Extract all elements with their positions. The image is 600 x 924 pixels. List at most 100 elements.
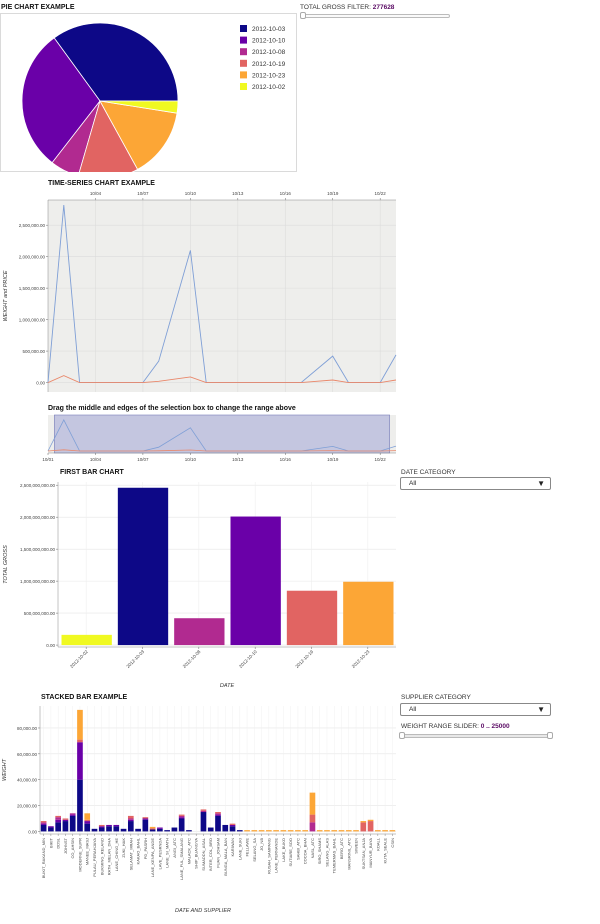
stacked-bar-segment	[113, 824, 120, 827]
pie-chart-title: PIE CHART EXAMPLE	[1, 4, 75, 11]
bar	[174, 618, 225, 646]
x-tick-label: SELANG_SA	[252, 838, 257, 862]
series-line	[47, 375, 397, 384]
range-x-tick-label: 10/22	[375, 457, 387, 462]
x-tick-label: LAKE_BUKO	[281, 838, 286, 862]
range-selection-box	[54, 414, 390, 454]
stacked-bar-segment	[135, 828, 141, 832]
supplier-category-select[interactable]: All ▼	[400, 703, 551, 716]
stacked-bar-segment	[200, 810, 207, 813]
y-tick-label: 60,000.00	[17, 752, 38, 757]
x-tick-label: TEMERMAS_BAHL	[332, 837, 337, 873]
legend-label: 2012-10-10	[252, 38, 286, 45]
y-axis-label: WEIGHT and PRICE	[3, 270, 9, 321]
gross-filter-label-text: TOTAL GROSS FILTER:	[300, 4, 371, 11]
stacked-bar-segment	[149, 828, 156, 830]
gross-filter-slider-handle[interactable]	[300, 12, 306, 19]
x-tick-label: LANE_CHING_HE	[114, 838, 119, 872]
stacked-bar-chart: 0.00 20,000.00 40,000.00 60,000.00 80,000.00…	[2, 706, 396, 914]
date-category-label: DATE CATEGORY	[401, 469, 456, 476]
stacked-bar-segment	[244, 830, 250, 832]
stacked-bar-segment	[178, 817, 185, 819]
y-tick-label: 2,000,000.00	[19, 255, 46, 260]
weight-slider-track[interactable]	[400, 734, 552, 738]
pie-slice	[21, 37, 101, 164]
stacked-bar-segment	[215, 814, 221, 816]
dropdown-arrow-icon: ▼	[537, 705, 545, 714]
stacked-bar-segment	[178, 814, 185, 816]
timeseries-title: TIME-SERIES CHART EXAMPLE	[48, 180, 155, 187]
x-tick-label: LANE_PERNANDE	[274, 838, 279, 873]
stacked-bar-segment	[84, 823, 91, 832]
date-category-select[interactable]: All ▼	[400, 477, 551, 490]
x-tick-label: FUAN_JOHSAM	[216, 838, 221, 868]
supplier-category-label: SUPPLIER CATEGORY	[401, 694, 471, 701]
weight-slider-handle-min[interactable]	[399, 732, 405, 739]
bar-chart: 0.00 500,000,000.00 1,000,000,000.00 1,500,…	[3, 482, 396, 689]
stacked-bar-segment	[360, 822, 367, 832]
x-tick-label: 10/16	[280, 191, 292, 196]
gross-filter-label: TOTAL GROSS FILTER: 277628	[300, 4, 394, 11]
x-tick-label: KUTA_SEALE	[383, 838, 388, 864]
x-tick-label: DDSL	[56, 837, 61, 848]
x-tick-label: KAKAO_BAHL	[136, 837, 141, 864]
x-tick-label: MALACK_ATC	[186, 838, 191, 864]
timeseries-chart[interactable]: 0.00 500,000.00 1,000,000.00 1,500,000.00 2,…	[0, 188, 400, 398]
x-tick-label: LAVE_PESRNDA	[157, 838, 162, 870]
x-tick-label: 2012-10-03	[125, 649, 145, 669]
bar	[117, 487, 169, 646]
y-axis-label: WEIGHT	[2, 758, 8, 781]
stacked-bar-segment	[273, 830, 279, 832]
stacked-bar-segment	[345, 830, 352, 832]
x-tick-label: 2012-10-23	[351, 649, 371, 669]
gross-filter-slider-track[interactable]	[300, 14, 450, 18]
stacked-bar-segment	[309, 822, 316, 832]
stacked-bar-segment	[77, 779, 83, 832]
x-tick-label: 2012-10-19	[294, 649, 314, 669]
stacked-bar-segment	[353, 830, 359, 832]
stacked-bar-segment	[157, 827, 163, 829]
stacked-bar-segment	[149, 829, 156, 832]
x-tick-label: MANEE_MASJ	[85, 838, 90, 865]
range-x-tick-label: 10/13	[232, 457, 244, 462]
legend-swatch	[240, 59, 247, 67]
y-tick-label: 20,000.00	[17, 804, 38, 809]
stacked-bar-segment	[251, 830, 258, 832]
x-tick-label: RATH_MELAN_DHA	[107, 838, 112, 876]
stacked-bar-segment	[207, 827, 214, 832]
y-tick-label: 1,500,000,000.00	[20, 547, 56, 552]
legend-label: 2012-10-03	[252, 26, 286, 33]
legend-label: 2012-10-02	[252, 84, 286, 91]
x-tick-label: 10/04	[90, 191, 102, 196]
y-tick-label: 0.00	[36, 381, 45, 386]
x-tick-label: PD_PASRH	[143, 838, 148, 859]
pie-slice	[99, 100, 179, 114]
stacked-bar-segment	[106, 824, 112, 827]
stacked-bar-segment	[360, 821, 367, 823]
stacked-bar-segment	[142, 817, 149, 819]
y-tick-label: 1,000,000,000.00	[20, 579, 56, 584]
x-tick-label: 10/07	[137, 191, 149, 196]
weight-slider-value: 0 .. 25000	[480, 723, 510, 730]
y-tick-label: 2,500,000,000.00	[20, 483, 56, 488]
x-tick-label: BIKIT	[48, 837, 53, 848]
x-tick-label: RUSAH_SAMPANG	[266, 838, 271, 874]
stacked-bar-segment	[367, 819, 374, 822]
legend-swatch	[240, 48, 247, 56]
range-selector-chart[interactable]: 10/01 10/04 10/07 10/10 10/13 10/16 10/19 10/22	[0, 413, 400, 467]
stacked-bar-segment	[229, 826, 236, 832]
stacked-bar-segment	[215, 812, 221, 814]
x-tick-label: SUTIARE_SOO	[288, 838, 293, 866]
stacked-bar-segment	[62, 818, 69, 820]
stacked-bar-segment	[338, 830, 345, 832]
stacked-bar-segment	[229, 823, 236, 825]
x-tick-label: SIWEEN	[354, 838, 359, 854]
weight-slider-handle-max[interactable]	[547, 732, 553, 739]
stacked-bar-segment	[84, 821, 91, 824]
stacked-bar-segment	[48, 827, 54, 832]
range-x-tick-label: 10/07	[137, 457, 149, 462]
stacked-bar-segment	[280, 830, 287, 832]
stacked-bar-segment	[77, 709, 83, 740]
x-tick-label: ZUKI_HAK	[121, 838, 126, 858]
range-x-tick-label: 10/04	[90, 457, 102, 462]
